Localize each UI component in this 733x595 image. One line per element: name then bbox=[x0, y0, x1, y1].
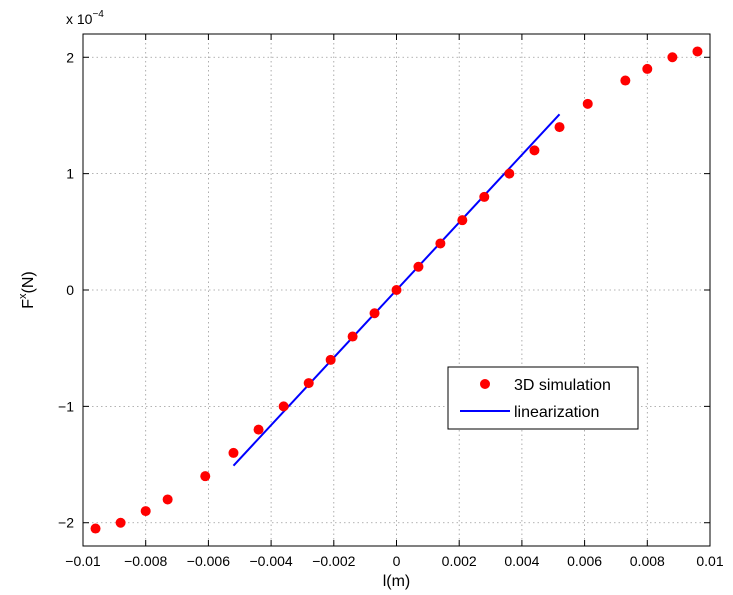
y-axis-multiplier: x 10−4 bbox=[66, 9, 104, 27]
simulation-point bbox=[554, 122, 565, 133]
y-tick-label: 2 bbox=[66, 49, 74, 65]
x-tick-label: 0.002 bbox=[442, 553, 477, 569]
y-axis-title: Fx(N) bbox=[17, 271, 37, 309]
simulation-point bbox=[369, 308, 380, 319]
x-tick-label: 0.006 bbox=[567, 553, 602, 569]
x-tick-label: −0.008 bbox=[124, 553, 167, 569]
axis-ticks: −0.01 −0.008 −0.006 −0.004 −0.002 0 0.002 0.004… bbox=[58, 34, 724, 569]
x-tick-label: 0.004 bbox=[504, 553, 539, 569]
simulation-point bbox=[457, 215, 468, 226]
simulation-point bbox=[115, 517, 126, 528]
series-layer bbox=[90, 46, 703, 534]
simulation-point bbox=[582, 98, 593, 109]
simulation-point bbox=[642, 63, 653, 74]
x-axis-title: l(m) bbox=[383, 573, 411, 590]
simulation-point bbox=[140, 506, 151, 517]
y-tick-label: −2 bbox=[58, 515, 74, 531]
simulation-point bbox=[667, 52, 678, 63]
y-tick-label: −1 bbox=[58, 398, 74, 414]
legend-label-linearization: linearization bbox=[514, 404, 599, 421]
x-tick-label: 0.01 bbox=[696, 553, 723, 569]
simulation-point bbox=[504, 168, 515, 179]
legend-marker-3d-simulation bbox=[480, 379, 490, 389]
simulation-point bbox=[253, 424, 264, 435]
simulation-point bbox=[325, 354, 336, 365]
y-tick-label: 1 bbox=[66, 166, 74, 182]
simulation-point bbox=[162, 494, 173, 505]
x-tick-label: −0.006 bbox=[187, 553, 230, 569]
x-tick-label: 0.008 bbox=[630, 553, 665, 569]
simulation-point bbox=[620, 75, 631, 86]
x-tick-label: 0 bbox=[393, 553, 401, 569]
simulation-point bbox=[200, 471, 211, 482]
simulation-point bbox=[303, 378, 314, 389]
simulation-point bbox=[228, 447, 239, 458]
simulation-point bbox=[278, 401, 289, 412]
legend: 3D simulation linearization bbox=[447, 366, 639, 430]
simulation-point bbox=[692, 46, 703, 57]
y-tick-label: 0 bbox=[66, 282, 74, 298]
simulation-point bbox=[413, 261, 424, 272]
legend-box bbox=[447, 366, 639, 430]
simulation-point bbox=[391, 285, 402, 295]
simulation-point bbox=[529, 145, 540, 156]
x-tick-label: −0.01 bbox=[65, 553, 101, 569]
x-tick-label: −0.004 bbox=[249, 553, 292, 569]
simulation-point bbox=[90, 523, 101, 534]
simulation-point bbox=[435, 238, 446, 249]
x-tick-label: −0.002 bbox=[312, 553, 355, 569]
simulation-point bbox=[347, 331, 358, 342]
simulation-point bbox=[479, 191, 490, 202]
legend-label-3d-simulation: 3D simulation bbox=[514, 377, 611, 394]
